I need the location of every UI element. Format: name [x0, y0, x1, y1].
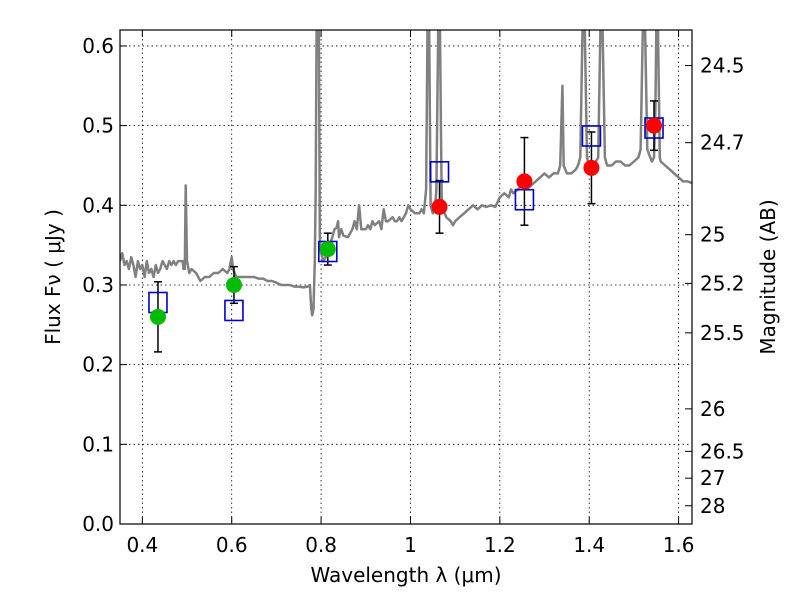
- model-flux-square: [429, 161, 450, 183]
- observed-flux-point: [149, 308, 166, 325]
- y-tick-label: 0.3: [82, 273, 114, 297]
- grid-lines: [120, 30, 692, 524]
- observed-flux-point: [319, 241, 336, 258]
- right-tick-label: 26: [700, 397, 725, 421]
- y-tick-label: 0.1: [82, 432, 114, 456]
- y-tick-label: 0.6: [82, 34, 114, 58]
- x-tick-label: 1.6: [663, 533, 695, 557]
- y-tick-label: 0.0: [82, 512, 114, 536]
- right-tick-label: 25: [700, 223, 725, 247]
- x-tick-label: 0.8: [305, 533, 337, 557]
- observed-flux-point: [431, 198, 448, 215]
- y-tick-label: 0.5: [82, 114, 114, 138]
- y-tick-label: 0.2: [82, 353, 114, 377]
- model-spectrum-layer: [120, 30, 692, 317]
- right-tick-label: 25.2: [700, 271, 745, 295]
- right-tick-label: 27: [700, 466, 725, 490]
- x-axis-label: Wavelength λ (μm): [310, 563, 501, 587]
- x-tick-label: 0.6: [216, 533, 248, 557]
- observed-flux-point: [516, 173, 533, 190]
- marker-layer: [148, 117, 664, 325]
- right-tick-label: 24.5: [700, 54, 745, 78]
- x-tick-label: 1: [404, 533, 417, 557]
- right-tick-label: 28: [700, 494, 725, 518]
- model-flux-square: [581, 125, 602, 147]
- plot-frame: [119, 29, 693, 525]
- model-flux-square: [224, 299, 244, 322]
- right-tick-label: 24.7: [700, 131, 745, 155]
- right-tick-label: 25.5: [700, 321, 745, 345]
- model-spectrum-line: [120, 30, 692, 317]
- x-tick-label: 1.2: [484, 533, 516, 557]
- observed-flux-point: [583, 159, 600, 176]
- observed-flux-point: [646, 117, 663, 134]
- y-axis-label: Flux Fν ( μJy ): [41, 209, 65, 345]
- model-flux-square: [514, 188, 535, 211]
- right-axis-label: Magnitude (AB): [756, 199, 780, 354]
- tick-layer: 0.4 0.6 0.8 1 1.2 1.4 1.6 0.0 0.1 0.2 0.3 0.4 0.5 0.6…: [82, 30, 745, 557]
- x-tick-label: 0.4: [126, 533, 158, 557]
- observed-flux-point: [225, 276, 242, 293]
- right-tick-label: 26.5: [700, 439, 745, 463]
- x-tick-label: 1.4: [573, 533, 605, 557]
- y-tick-label: 0.4: [82, 193, 114, 217]
